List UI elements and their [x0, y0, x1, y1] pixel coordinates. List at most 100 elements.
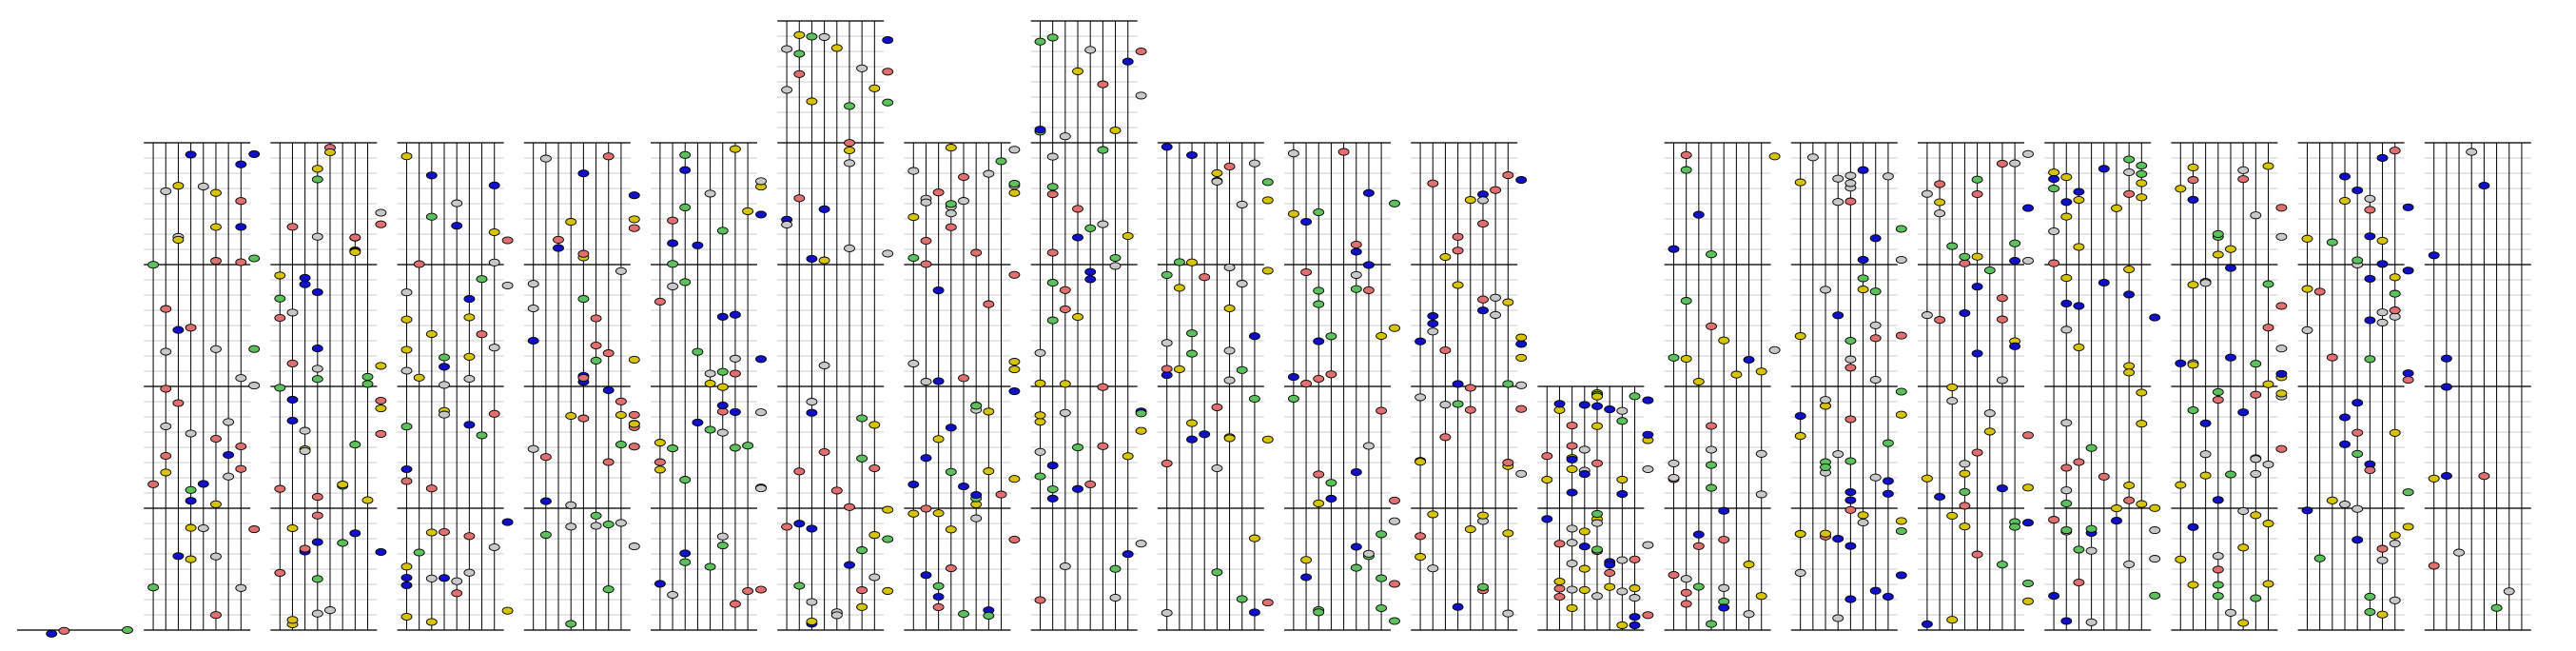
note-marker: [2402, 266, 2414, 275]
note-marker: [1186, 419, 1198, 427]
note-marker: [1248, 608, 1260, 617]
note-marker: [1427, 564, 1439, 573]
note-marker: [1755, 592, 1767, 601]
note-marker: [311, 287, 323, 297]
note-marker: [2262, 460, 2274, 469]
note-marker: [375, 362, 387, 370]
note-marker: [602, 458, 615, 466]
note-marker: [2237, 175, 2250, 184]
note-marker: [1122, 550, 1134, 559]
note-marker: [1844, 595, 1857, 603]
note-marker: [1046, 183, 1059, 191]
note-marker: [1642, 430, 1654, 439]
note-marker: [1844, 542, 1857, 550]
note-marker: [400, 581, 413, 589]
note-marker: [2250, 360, 2262, 368]
note-marker: [1768, 345, 1781, 354]
note-marker: [704, 425, 716, 434]
note-marker: [311, 365, 323, 373]
note-marker: [1566, 524, 1578, 533]
note-marker: [882, 98, 894, 107]
note-marker: [1706, 620, 1717, 628]
note-marker: [2478, 181, 2490, 190]
fretboard-panel: [523, 142, 640, 631]
note-marker: [1616, 417, 1629, 425]
note-marker: [2376, 308, 2389, 317]
note-marker: [286, 223, 299, 231]
note-marker: [920, 198, 932, 207]
note-marker: [210, 434, 222, 444]
note-marker: [2009, 256, 2021, 266]
note-marker: [147, 480, 160, 488]
note-marker: [1832, 450, 1844, 459]
note-marker: [235, 197, 247, 206]
note-marker: [324, 148, 336, 157]
note-marker: [1668, 353, 1680, 362]
fretboard-panel: [1537, 385, 1654, 631]
note-marker: [868, 531, 881, 540]
note-marker: [375, 220, 387, 228]
note-marker: [1832, 535, 1844, 543]
note-marker: [1706, 250, 1717, 259]
note-marker: [818, 32, 830, 41]
note-marker: [1173, 284, 1185, 292]
note-marker: [1059, 380, 1071, 388]
fretboard-panel: [777, 20, 894, 631]
note-marker: [311, 232, 323, 241]
note-marker: [1591, 402, 1603, 410]
note-marker: [1109, 564, 1122, 573]
note-marker: [2060, 617, 2073, 625]
note-marker: [2199, 279, 2212, 287]
note-marker: [1578, 564, 1590, 573]
note-marker: [2136, 193, 2148, 202]
note-marker: [1109, 253, 1122, 263]
note-marker: [1566, 560, 1578, 568]
note-marker: [2376, 236, 2389, 245]
note-marker: [1996, 294, 2008, 303]
note-marker: [1034, 379, 1046, 387]
note-marker: [1642, 464, 1654, 474]
note-marker: [539, 453, 552, 462]
note-marker: [2060, 526, 2073, 535]
note-marker: [1844, 171, 1857, 180]
note-marker: [882, 36, 894, 45]
note-marker: [286, 359, 299, 367]
note-marker: [160, 422, 172, 430]
note-marker: [311, 575, 323, 583]
note-marker: [1109, 126, 1122, 135]
note-marker: [970, 514, 983, 523]
note-marker: [602, 152, 615, 161]
note-marker: [1591, 592, 1603, 601]
note-marker: [2389, 312, 2401, 321]
note-marker: [1869, 287, 1882, 296]
note-marker: [248, 345, 261, 353]
note-marker: [2136, 500, 2148, 508]
note-marker: [1895, 387, 1907, 396]
note-marker: [844, 159, 855, 168]
note-marker: [2060, 212, 2073, 221]
note-marker: [1350, 240, 1362, 249]
note-marker: [1692, 377, 1705, 386]
note-marker: [1857, 274, 1869, 283]
note-marker: [400, 423, 413, 431]
note-marker: [1680, 150, 1692, 159]
note-marker: [2364, 232, 2376, 241]
note-marker: [299, 280, 311, 288]
note-marker: [1629, 555, 1641, 563]
note-marker: [2376, 544, 2389, 553]
note-marker: [1084, 224, 1097, 232]
note-marker: [654, 297, 666, 306]
note-marker: [1502, 380, 1514, 388]
note-marker: [1934, 492, 1946, 502]
note-marker: [1161, 143, 1173, 151]
note-marker: [413, 260, 425, 268]
note-marker: [1718, 583, 1730, 592]
note-marker: [1415, 393, 1427, 402]
note-marker: [1578, 470, 1590, 479]
note-marker: [286, 523, 299, 533]
note-marker: [1553, 592, 1566, 602]
note-marker: [2048, 592, 2060, 601]
note-marker: [628, 410, 640, 419]
note-marker: [2225, 264, 2236, 272]
note-marker: [1173, 365, 1185, 373]
